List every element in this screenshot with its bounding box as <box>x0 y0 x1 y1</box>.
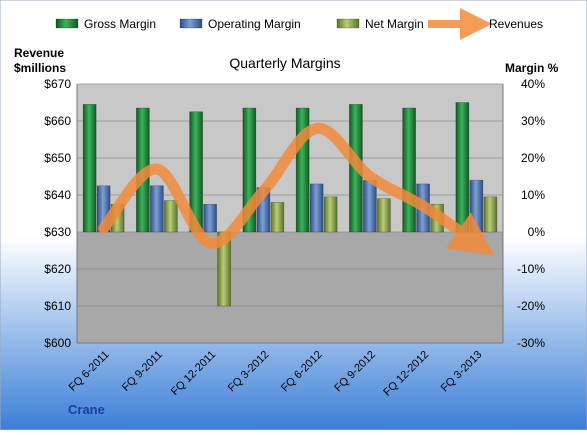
right-tick-label: 20% <box>521 151 545 165</box>
plot-area-lower <box>77 232 503 343</box>
company-label: Crane <box>68 402 105 417</box>
left-tick-label: $610 <box>44 299 71 313</box>
right-tick-label: -30% <box>517 336 545 350</box>
legend-swatch <box>179 18 203 29</box>
right-tick-label: 10% <box>521 188 545 202</box>
legend-label: Gross Margin <box>84 17 156 31</box>
right-tick-label: 0% <box>528 225 546 239</box>
legend-label: Revenues <box>489 17 543 31</box>
gross-margin-bar <box>82 104 97 233</box>
legend: Gross Margin Operating Margin Net Margin Re… <box>55 8 543 40</box>
right-tick-label: -20% <box>517 299 545 313</box>
right-tick-label: -10% <box>517 262 545 276</box>
revenue-line-path <box>98 122 495 256</box>
operating-margin-bar <box>203 203 217 233</box>
gross-margin-bar <box>402 107 416 233</box>
left-tick-label: $640 <box>44 188 71 202</box>
right-axis-label: Margin % <box>505 61 559 75</box>
legend-swatch <box>55 18 79 29</box>
left-tick-label: $650 <box>44 151 71 165</box>
left-tick-label: $630 <box>44 225 71 239</box>
operating-margin-bar <box>469 179 484 233</box>
legend-label: Operating Margin <box>208 17 301 31</box>
net-margin-bar <box>377 198 391 233</box>
left-tick-label: $600 <box>44 336 71 350</box>
net-margin-bar <box>270 202 285 233</box>
legend-swatch <box>336 18 360 29</box>
left-axis-label-line2: $millions <box>14 61 66 75</box>
operating-margin-bar <box>363 179 377 233</box>
left-tick-label: $670 <box>44 77 71 91</box>
operating-margin-bar <box>150 185 164 233</box>
net-margin-bar <box>164 200 178 233</box>
gross-margin-bar <box>455 102 470 233</box>
left-axis-ticks: $600 $610 $620 $630 $640 $650 $660 $670 <box>44 77 71 350</box>
left-tick-label: $660 <box>44 114 71 128</box>
right-tick-label: 30% <box>521 114 545 128</box>
legend-label: Net Margin <box>365 17 424 31</box>
net-margin-bar <box>323 196 338 233</box>
right-tick-label: 40% <box>521 77 545 91</box>
chart-title: Quarterly Margins <box>229 55 340 71</box>
left-axis-label-line1: Revenue <box>14 46 64 60</box>
left-tick-label: $620 <box>44 262 71 276</box>
net-margin-bar <box>483 196 498 233</box>
revenue-line <box>98 122 495 256</box>
operating-margin-bar <box>309 183 324 233</box>
right-axis-ticks: -30% -20% -10% 0% 10% 20% 30% 40% <box>517 77 545 350</box>
